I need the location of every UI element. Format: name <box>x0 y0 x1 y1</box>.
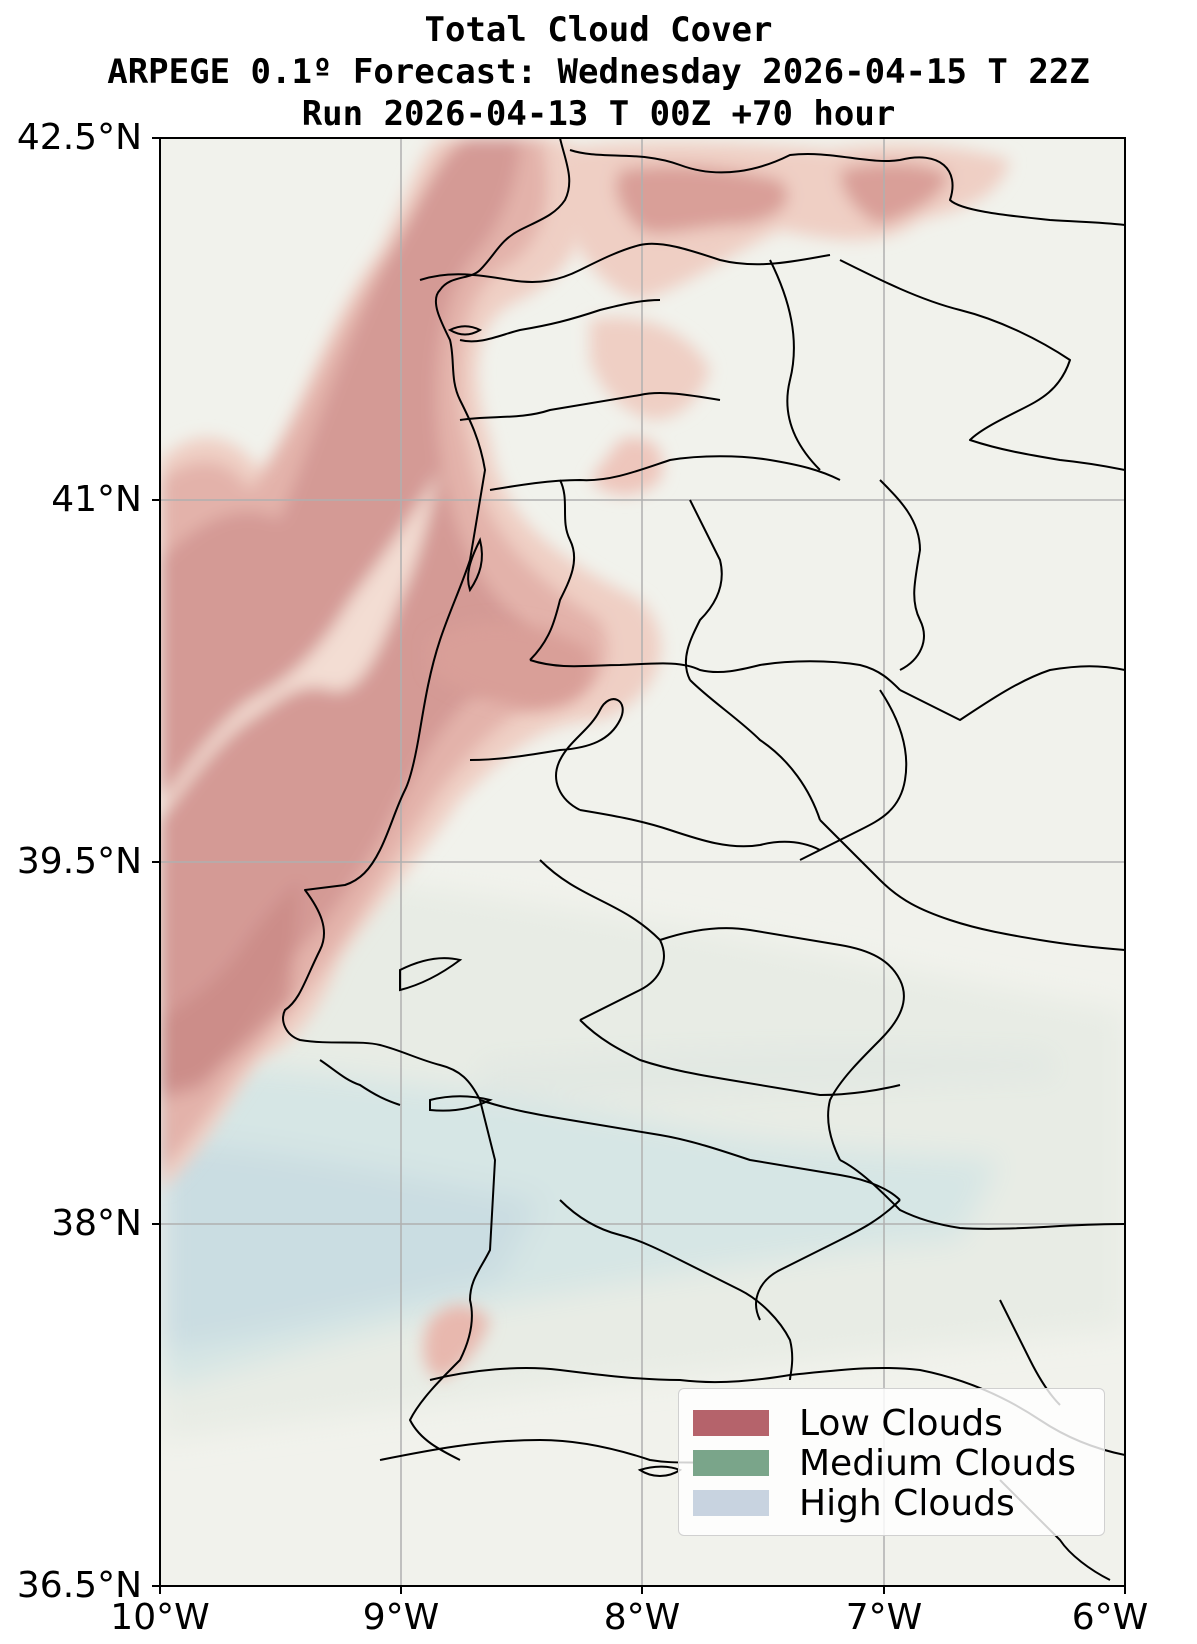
legend-label: Low Clouds <box>799 1402 1003 1444</box>
y-tick-label: 41°N <box>51 479 142 520</box>
y-tick-label: 39.5°N <box>16 841 142 882</box>
legend-swatch <box>693 1490 769 1516</box>
legend-swatch <box>693 1410 769 1436</box>
legend-item-high-clouds: High Clouds <box>693 1481 1015 1525</box>
tick-marks <box>152 137 1126 1594</box>
x-tick-label: 10°W <box>110 1597 210 1638</box>
legend-label: High Clouds <box>799 1482 1015 1524</box>
legend-item-medium-clouds: Medium Clouds <box>693 1441 1076 1485</box>
estuaries <box>399 325 683 1477</box>
legend-swatch <box>693 1450 769 1476</box>
title-line-3: Run 2026-04-13 T 00Z +70 hour <box>301 94 896 134</box>
legend-label: Medium Clouds <box>799 1442 1076 1484</box>
y-tick-label: 42.5°N <box>16 117 142 158</box>
legend-item-low-clouds: Low Clouds <box>693 1401 1003 1445</box>
low-cloud-field <box>160 138 1010 1380</box>
y-tick-label: 36.5°N <box>16 1565 142 1606</box>
x-tick-label: 6°W <box>1071 1597 1149 1638</box>
title-line-1: Total Cloud Cover <box>424 10 773 50</box>
title-line-2: ARPEGE 0.1º Forecast: Wednesday 2026-04-… <box>107 52 1090 92</box>
y-tick-label: 38°N <box>51 1203 142 1244</box>
map-grid <box>160 138 1125 1586</box>
x-tick-label: 7°W <box>845 1597 923 1638</box>
x-tick-label: 9°W <box>362 1597 440 1638</box>
x-tick-label: 8°W <box>603 1597 681 1638</box>
legend: Low Clouds Medium Clouds High Clouds <box>678 1388 1105 1536</box>
